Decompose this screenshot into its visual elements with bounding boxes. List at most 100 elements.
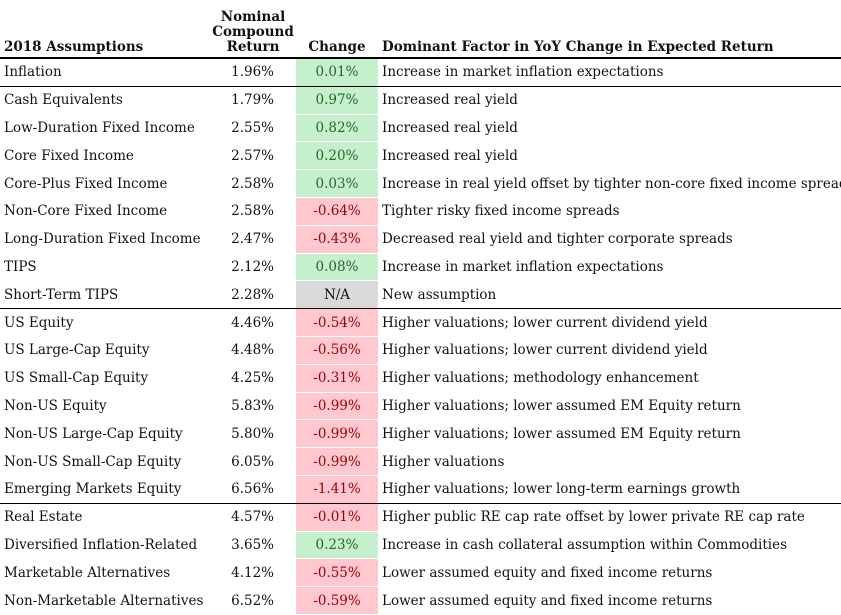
change-cell: N/A [296,280,378,310]
factor-cell: Increased real yield [382,147,518,164]
table-row: Short-Term TIPS 2.28% N/A New assumption [0,280,841,310]
change-cell: -0.99% [296,392,378,421]
table-row: Core-Plus Fixed Income 2.58% 0.03% Increase… [0,169,841,198]
factor-cell: Higher valuations; lower current dividen… [382,314,708,331]
factor-cell: Increased real yield [382,92,518,109]
asset-class-cell: Non-Core Fixed Income [4,203,168,220]
asset-class-cell: Non-US Small-Cap Equity [4,453,182,470]
table-row: Cash Equivalents 1.79% 0.97% Increased real… [0,86,841,115]
return-cell: 5.83% [231,397,274,414]
header-return: Nominal Compound Return [210,0,296,59]
change-cell: 0.82% [296,114,378,143]
factor-cell: Lower assumed equity and fixed income re… [382,564,713,581]
header-row: 2018 Assumptions Nominal Compound Return… [0,0,841,59]
factor-cell: Lower assumed equity and fixed income re… [382,592,713,609]
table-row: Non-Core Fixed Income 2.58% -0.64% Tighter … [0,197,841,226]
return-cell: 6.05% [231,453,274,470]
asset-class-cell: Low-Duration Fixed Income [4,119,195,136]
asset-class-cell: Non-US Large-Cap Equity [4,425,183,442]
asset-class-cell: TIPS [4,258,37,275]
table-row: Inflation 1.96% 0.01% Increase in market in… [0,58,841,87]
asset-class-cell: Long-Duration Fixed Income [4,231,201,248]
change-cell: -0.56% [296,336,378,365]
table-row: Core Fixed Income 2.57% 0.20% Increased rea… [0,141,841,171]
factor-cell: Increase in market inflation expectation… [382,258,664,275]
table-row: US Large-Cap Equity 4.48% -0.56% Higher val… [0,336,841,365]
asset-class-cell: US Small-Cap Equity [4,370,149,387]
table-row: Non-US Small-Cap Equity 6.05% -0.99% Higher… [0,447,841,476]
asset-class-cell: Non-Marketable Alternatives [4,592,204,609]
return-cell: 6.52% [231,592,274,609]
table-row: Real Estate 4.57% -0.01% Higher public RE c… [0,503,841,532]
factor-cell: Higher valuations; lower assumed EM Equi… [382,397,741,414]
asset-class-cell: Diversified Inflation-Related [4,536,198,553]
return-cell: 6.56% [210,475,296,504]
table-row: US Equity 4.46% -0.54% Higher valuations; l… [0,308,841,337]
factor-cell: Increase in cash collateral assumption w… [382,536,788,553]
factor-cell: Increased real yield [382,119,518,136]
factor-cell: Higher valuations; methodology enhanceme… [382,370,699,387]
asset-class-cell: Real Estate [4,509,83,526]
factor-cell: Higher valuations [382,453,505,470]
asset-class-cell: Inflation [0,58,210,87]
factor-cell: Higher valuations; lower current dividen… [382,342,708,359]
asset-class-cell: Short-Term TIPS [0,280,210,310]
return-cell: 2.28% [210,280,296,310]
change-cell: 0.01% [296,58,378,87]
table-row: TIPS 2.12% 0.08% Increase in market inflati… [0,253,841,282]
change-cell: -0.31% [296,364,378,393]
return-cell: 4.48% [231,342,274,359]
asset-class-cell: Emerging Markets Equity [0,475,210,504]
change-cell: -0.55% [296,558,378,588]
table-body: Inflation 1.96% 0.01% Increase in market in… [0,58,841,615]
factor-cell: New assumption [378,280,841,310]
factor-cell: Higher valuations; lower assumed EM Equi… [382,425,741,442]
change-cell: -0.64% [296,197,378,226]
change-cell: -0.99% [296,419,378,449]
factor-cell: Decreased real yield and tighter corpora… [382,231,733,248]
factor-cell: Higher valuations; lower long-term earni… [378,475,841,504]
change-cell: -1.41% [296,475,378,504]
change-cell: 0.97% [296,86,378,115]
table-row: Marketable Alternatives 4.12% -0.55% Lower … [0,558,841,588]
header-change: Change [296,0,378,59]
return-cell: 2.47% [231,231,274,248]
return-cell: 1.79% [231,92,274,109]
return-cell: 2.12% [231,258,274,275]
return-cell: 2.58% [231,203,274,220]
change-cell: -0.43% [296,225,378,254]
change-cell: 0.03% [296,169,378,198]
change-cell: 0.20% [296,141,378,171]
factor-cell: Increase in real yield offset by tighter… [382,175,841,192]
return-cell: 4.25% [231,370,274,387]
factor-cell: Tighter risky fixed income spreads [382,203,620,220]
return-cell: 4.12% [231,564,274,581]
return-cell: 2.55% [231,119,274,136]
table-row: Emerging Markets Equity 6.56% -1.41% Higher… [0,475,841,504]
return-cell: 1.96% [210,58,296,87]
table-row: Non-Marketable Alternatives 6.52% -0.59% Lo… [0,586,841,615]
asset-class-cell: Core-Plus Fixed Income [4,175,168,192]
factor-cell: Increase in market inflation expectation… [378,58,841,87]
asset-class-cell: Core Fixed Income [4,147,134,164]
return-cell: 3.65% [231,536,274,553]
table-row: Low-Duration Fixed Income 2.55% 0.82% Incre… [0,114,841,143]
table-row: Non-US Equity 5.83% -0.99% Higher valuation… [0,392,841,421]
header-factor: Dominant Factor in YoY Change in Expecte… [378,0,841,59]
asset-class-cell: Non-US Equity [4,397,107,414]
return-cell: 4.57% [231,509,274,526]
change-cell: -0.59% [296,586,378,615]
change-cell: 0.08% [296,253,378,282]
header-return-text: Nominal Compound Return [212,9,294,55]
change-cell: -0.54% [296,308,378,337]
factor-cell: Higher public RE cap rate offset by lowe… [382,509,805,526]
asset-class-cell: Marketable Alternatives [4,564,171,581]
return-cell: 2.57% [231,147,274,164]
asset-class-cell: US Equity [4,314,74,331]
change-cell: -0.01% [296,503,378,532]
return-cell: 4.46% [231,314,274,331]
change-cell: 0.23% [296,531,378,560]
asset-class-cell: Cash Equivalents [4,92,123,109]
